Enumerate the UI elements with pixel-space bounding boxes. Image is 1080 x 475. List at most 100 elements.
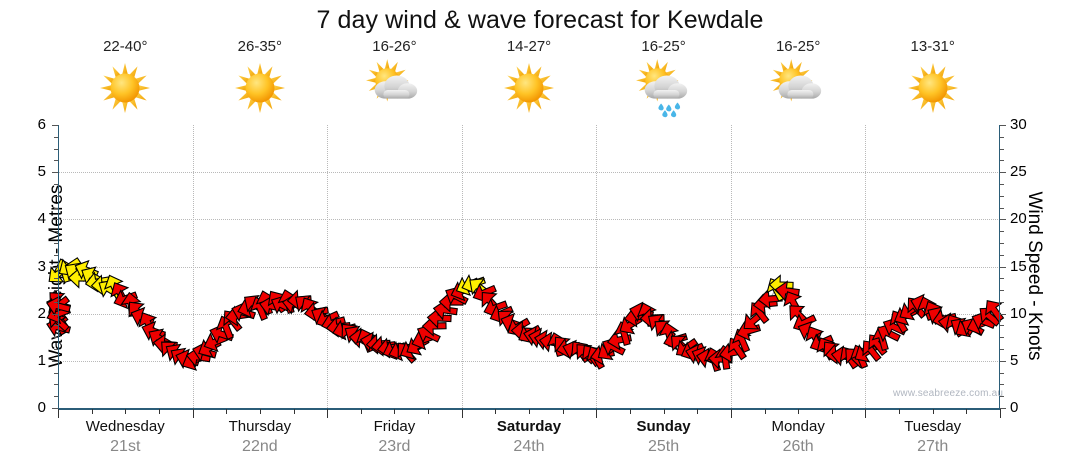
x-tick-minor: [91, 409, 93, 414]
day-name: Sunday: [636, 418, 691, 435]
day-name: Thursday: [228, 418, 292, 435]
gridline-day-separator: [596, 125, 598, 408]
x-tick-minor: [529, 409, 530, 414]
y-label-left: 1: [37, 351, 46, 369]
day-name: Monday: [771, 418, 825, 435]
y-minor-tick-left: [54, 195, 58, 197]
temperature-range: 16-25°: [641, 38, 686, 55]
day-name: Saturday: [496, 418, 562, 435]
y-minor-tick-left: [54, 148, 58, 150]
day-date: 23rd: [378, 438, 411, 455]
y-minor-tick-right: [1000, 278, 1004, 280]
day-date: 25th: [647, 438, 680, 455]
y-label-right: 5: [1010, 351, 1019, 369]
day-name: Friday: [373, 418, 416, 435]
x-tick-minor: [966, 409, 968, 414]
x-tick-major: [58, 409, 59, 418]
x-tick-minor: [663, 409, 665, 414]
temperature-range: 26-35°: [237, 38, 283, 55]
x-tick-minor: [562, 409, 564, 414]
x-tick-major: [327, 409, 329, 418]
wind-arrow: [772, 276, 801, 305]
y-minor-tick-left: [54, 301, 58, 303]
y-minor-tick-right: [1000, 325, 1004, 327]
x-tick-minor: [394, 409, 396, 414]
y-minor-tick-right: [1000, 195, 1004, 197]
day-label-wednesday: Wednesday 21st: [55, 418, 195, 456]
gridline-day-separator: [327, 125, 329, 408]
day-header-thursday: 26-35°: [190, 38, 330, 118]
temperature-range: 22-40°: [103, 38, 148, 55]
day-date: 22nd: [242, 438, 278, 455]
day-label-tuesday: Tuesday 27th: [863, 418, 1003, 456]
y-minor-tick-right: [1000, 372, 1004, 374]
y-minor-tick-left: [54, 183, 58, 185]
x-tick-minor: [764, 409, 766, 414]
y-minor-tick-left: [54, 290, 58, 292]
y-minor-tick-left: [54, 325, 58, 327]
y-label-left: 2: [37, 304, 46, 322]
gridline-day-separator: [192, 125, 194, 408]
temperature-range: 14-27°: [506, 38, 552, 55]
day-header-sunday: 16-25°: [594, 38, 734, 118]
gridline-day-separator: [461, 125, 463, 408]
day-date: 26th: [782, 438, 814, 455]
y-label-right: 30: [1010, 116, 1027, 133]
x-tick-major: [1000, 409, 1001, 418]
y-tick-right: [1000, 219, 1006, 221]
left-axis-line: [58, 125, 59, 409]
y-tick-right: [1000, 313, 1006, 315]
sunny-icon: [55, 60, 195, 116]
y-minor-tick-left: [54, 136, 58, 138]
y-minor-tick-right: [1000, 231, 1004, 233]
y-tick-left: [52, 219, 58, 221]
y-minor-tick-right: [1000, 207, 1004, 209]
y-minor-tick-right: [1000, 242, 1004, 244]
y-label-left: 4: [37, 210, 46, 228]
x-tick-minor: [360, 409, 362, 414]
y-tick-left: [52, 172, 58, 174]
x-tick-minor: [158, 409, 160, 414]
gridline-horizontal: [58, 313, 1000, 315]
day-header-saturday: 14-27°: [459, 38, 599, 118]
right-axis-line: [999, 125, 1000, 409]
day-date: 21st: [110, 438, 141, 455]
temperature-range: 16-26°: [372, 38, 417, 55]
gridline-horizontal: [58, 172, 1000, 174]
day-header-friday: 16-26°: [324, 38, 464, 118]
x-tick-minor: [932, 409, 934, 414]
plot-area: [46, 125, 1005, 408]
y-label-left: 3: [37, 257, 46, 275]
day-date: 24th: [513, 438, 545, 455]
y-minor-tick-left: [54, 207, 58, 209]
y-label-right: 10: [1010, 304, 1027, 322]
y-minor-tick-left: [54, 372, 58, 374]
wind-arrow: [420, 313, 447, 340]
y-tick-right: [1000, 360, 1006, 362]
y-label-right: 0: [1010, 399, 1019, 416]
day-name: Tuesday: [904, 418, 962, 435]
day-label-sunday: Sunday 25th: [594, 418, 734, 456]
day-label-monday: Monday 26th: [728, 418, 868, 456]
day-header-monday: 16-25°: [728, 38, 868, 118]
y-minor-tick-left: [54, 337, 58, 339]
x-tick-minor: [293, 409, 295, 414]
wind-arrow: [426, 305, 453, 332]
gridline-horizontal: [58, 360, 1000, 362]
y-minor-tick-right: [1000, 183, 1004, 185]
y-minor-tick-right: [1000, 148, 1004, 150]
y-label-right: 25: [1010, 163, 1027, 181]
x-tick-minor: [428, 409, 430, 414]
y-tick-right: [1000, 408, 1006, 409]
sunny-icon: [863, 60, 1003, 116]
partly-cloudy-icon: [728, 59, 868, 116]
day-date: 27th: [917, 438, 949, 455]
y-minor-tick-right: [1000, 349, 1004, 351]
x-tick-major: [596, 409, 598, 418]
x-tick-minor: [831, 409, 833, 414]
gridline-horizontal: [58, 219, 1000, 221]
y-tick-left: [52, 408, 58, 409]
x-tick-major: [461, 409, 463, 418]
y-tick-left: [52, 360, 58, 362]
